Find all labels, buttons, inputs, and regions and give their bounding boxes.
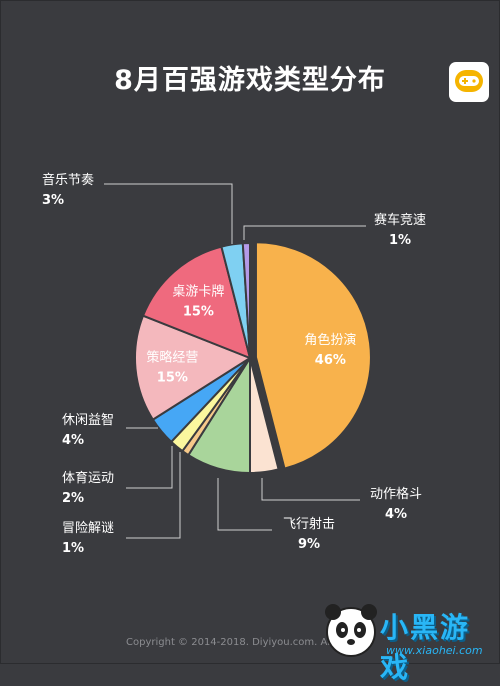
- slice-value-label: 9%: [298, 537, 320, 552]
- slice-value-label: 1%: [62, 541, 84, 556]
- leader-line: [104, 183, 233, 244]
- leader-lines: [104, 183, 366, 539]
- slice-label: 角色扮演: [304, 332, 356, 348]
- slice-value-label: 15%: [183, 304, 214, 319]
- chart-title: 8月百强游戏类型分布: [114, 65, 386, 96]
- leader-line: [261, 478, 360, 501]
- watermark-url: www.xiaohei.com: [386, 644, 483, 657]
- pie-chart: 角色扮演 46% 动作格斗 4% 飞行射击 9% 冒险解谜 1% 体育运动 2% 休闲益智 4% 策略经…: [42, 172, 426, 556]
- panda-icon: [325, 604, 377, 657]
- slice-value-label: 15%: [157, 370, 188, 385]
- slice-label: 冒险解谜: [62, 521, 114, 536]
- gamepad-icon: [449, 62, 489, 102]
- slice-label: 动作格斗: [370, 486, 422, 502]
- slice-label: 休闲益智: [62, 413, 114, 428]
- leader-line: [126, 452, 181, 539]
- pie-slice: [134, 314, 253, 422]
- slice-label: 飞行射击: [283, 516, 335, 532]
- pie-slice: [241, 241, 251, 359]
- slice-value-label: 1%: [389, 233, 411, 248]
- slice-value-label: 46%: [315, 353, 346, 368]
- pie-slices: [134, 241, 372, 475]
- slice-value-label: 2%: [62, 491, 84, 506]
- slice-value-label: 3%: [42, 193, 64, 208]
- slice-label: 体育运动: [62, 470, 114, 486]
- slice-value-label: 4%: [62, 433, 84, 448]
- watermark-logo: 小黑游戏 www.xiaohei.com: [320, 598, 496, 684]
- pie-slice: [254, 241, 372, 470]
- leader-line: [126, 446, 173, 489]
- slice-label: 桌游卡牌: [172, 283, 224, 299]
- copyright-text: Copyright © 2014-2018. Diyiyou.com. All …: [126, 637, 344, 648]
- slice-label: 音乐节奏: [42, 172, 94, 188]
- slice-value-label: 4%: [385, 507, 407, 522]
- pie-slice: [141, 245, 252, 360]
- slice-label: 策略经营: [146, 349, 198, 365]
- gamepad-body: [455, 70, 483, 92]
- slice-labels: 角色扮演 46% 动作格斗 4% 飞行射击 9% 冒险解谜 1% 体育运动 2% 休闲益智 4% 策略经…: [42, 172, 426, 556]
- gamepad-glyph: [459, 76, 479, 86]
- leader-line: [217, 478, 272, 531]
- slice-label: 赛车竞速: [374, 212, 426, 228]
- leader-line: [243, 225, 366, 240]
